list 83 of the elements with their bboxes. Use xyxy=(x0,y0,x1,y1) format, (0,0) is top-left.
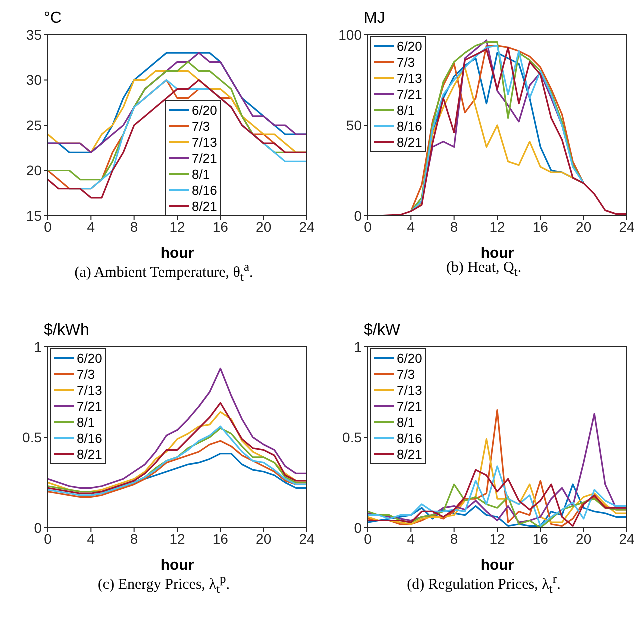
x-tick-label: 20 xyxy=(256,218,272,235)
text: (c) Energy Prices, λ$_{t}$$^{p}$. xyxy=(98,572,230,596)
y-tick-label: 1 xyxy=(34,338,42,355)
legend-label: 6/20 xyxy=(192,102,218,118)
x-tick-label: 4 xyxy=(87,530,96,547)
y-tick-label: 1 xyxy=(354,338,362,355)
y-axis-title: $/kWh xyxy=(44,322,90,340)
legend-label: 8/21 xyxy=(397,134,422,150)
legend-label: 6/20 xyxy=(397,38,422,54)
legend-label: 8/21 xyxy=(192,198,218,214)
x-tick-label: 20 xyxy=(576,530,592,547)
legend-label: 7/3 xyxy=(192,118,210,134)
x-tick-label: 12 xyxy=(170,530,186,547)
y-axis-title: $/kW xyxy=(364,322,400,340)
y-tick-label: 30 xyxy=(26,72,42,88)
x-tick-label: 16 xyxy=(532,530,549,547)
x-tick-label: 0 xyxy=(44,218,52,235)
x-tick-label: 24 xyxy=(299,530,315,547)
legend-label: 8/1 xyxy=(192,166,210,182)
x-tick-label: 16 xyxy=(212,530,229,547)
x-axis-title: hour xyxy=(160,557,194,574)
legend-label: 7/13 xyxy=(397,70,422,86)
y-axis-title: MJ xyxy=(364,10,386,28)
y-tick-label: 20 xyxy=(26,162,42,179)
legend-label: 7/3 xyxy=(397,366,416,382)
legend-label: 8/16 xyxy=(397,118,422,134)
y-tick-label: 0.5 xyxy=(22,429,42,446)
y-tick-label: 0 xyxy=(354,208,362,224)
legend-label: 8/1 xyxy=(397,102,416,118)
x-tick-label: 8 xyxy=(130,218,138,235)
x-tick-label: 16 xyxy=(532,218,549,235)
x-tick-label: 12 xyxy=(490,218,506,235)
legend-label: 6/20 xyxy=(77,350,102,366)
x-tick-label: 12 xyxy=(170,218,186,235)
x-tick-label: 24 xyxy=(619,218,635,235)
x-tick-label: 24 xyxy=(299,218,315,235)
x-axis-title: hour xyxy=(480,557,514,574)
legend-label: 7/21 xyxy=(397,398,422,414)
legend-label: 8/1 xyxy=(77,414,96,430)
x-tick-label: 24 xyxy=(619,530,635,547)
y-tick-label: 35 xyxy=(26,26,42,43)
x-tick-label: 8 xyxy=(450,530,458,547)
line-series xyxy=(48,368,307,489)
text: (a) Ambient Temperature, θ$_{t}$$^{a}$. xyxy=(74,260,254,284)
legend-label: 8/21 xyxy=(397,446,422,462)
text: (b) Heat, Q$_{t}$. xyxy=(445,260,523,281)
legend-label: 8/1 xyxy=(397,414,416,430)
legend-label: 7/3 xyxy=(77,366,96,382)
y-tick-label: 100 xyxy=(338,26,362,43)
legend-label: 7/21 xyxy=(192,150,218,166)
legend-label: 7/21 xyxy=(397,86,422,102)
legend-label: 7/21 xyxy=(77,398,102,414)
x-tick-label: 20 xyxy=(576,218,592,235)
legend-label: 7/13 xyxy=(77,382,102,398)
x-tick-label: 0 xyxy=(44,530,52,547)
legend-label: 7/13 xyxy=(397,382,422,398)
x-tick-label: 0 xyxy=(364,530,372,547)
x-axis-title: hour xyxy=(480,245,514,262)
legend-label: 7/13 xyxy=(192,134,218,150)
y-axis-title: °C xyxy=(44,10,62,28)
x-tick-label: 4 xyxy=(407,530,416,547)
x-axis-title: hour xyxy=(160,245,194,262)
legend-label: 8/16 xyxy=(192,182,218,198)
y-tick-label: 25 xyxy=(26,117,42,134)
x-tick-label: 8 xyxy=(450,218,458,235)
x-tick-label: 4 xyxy=(87,218,96,235)
y-tick-label: 0 xyxy=(354,520,362,536)
y-tick-label: 15 xyxy=(26,208,42,224)
legend-label: 7/3 xyxy=(397,54,416,70)
legend-label: 8/16 xyxy=(77,430,102,446)
x-tick-label: 16 xyxy=(212,218,229,235)
x-tick-label: 8 xyxy=(130,530,138,547)
y-tick-label: 0.5 xyxy=(342,429,362,446)
y-tick-label: 0 xyxy=(34,520,42,536)
legend-label: 8/16 xyxy=(397,430,422,446)
x-tick-label: 20 xyxy=(256,530,272,547)
legend-label: 8/21 xyxy=(77,446,102,462)
x-tick-label: 12 xyxy=(490,530,506,547)
x-tick-label: 4 xyxy=(407,218,416,235)
y-tick-label: 50 xyxy=(346,117,362,134)
legend-label: 6/20 xyxy=(397,350,422,366)
text: (d) Regulation Prices, λ$_{t}$$^{r}$. xyxy=(407,572,561,596)
x-tick-label: 0 xyxy=(364,218,372,235)
